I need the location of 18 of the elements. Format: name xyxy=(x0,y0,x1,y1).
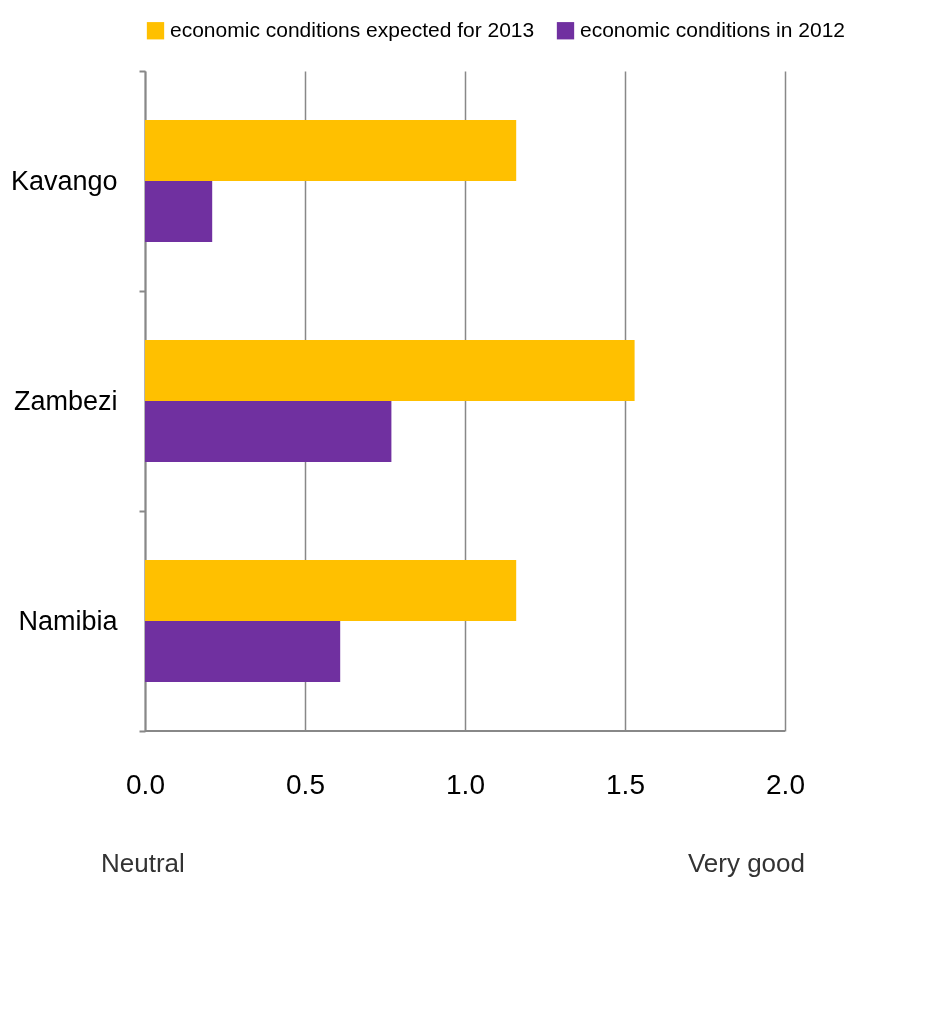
y-tick-label: Zambezi xyxy=(13,385,118,416)
bar xyxy=(145,621,341,683)
bar xyxy=(145,119,517,181)
x-tick-label: 1.5 xyxy=(606,768,645,800)
bar xyxy=(145,181,213,243)
y-tick-label: Namibia xyxy=(18,605,119,636)
bar xyxy=(145,401,392,463)
y-tick-label: Kavango xyxy=(10,165,118,196)
x-tick-label: 1.0 xyxy=(446,768,485,800)
legend-label: economic conditions expected for 2013 xyxy=(170,17,535,41)
text: Neutral xyxy=(101,848,185,878)
bar xyxy=(145,559,517,621)
x-tick-label: 0.0 xyxy=(126,768,165,800)
bar xyxy=(145,339,635,401)
legend-label: economic conditions in 2012 xyxy=(580,17,846,41)
x-tick-label: 2.0 xyxy=(766,768,805,800)
x-tick-label: 0.5 xyxy=(286,768,325,800)
text: Very good xyxy=(687,848,805,878)
